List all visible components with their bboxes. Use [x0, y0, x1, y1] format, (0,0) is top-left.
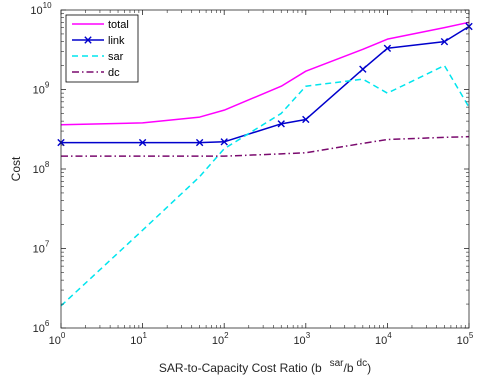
legend-box — [65, 14, 139, 83]
series-line-link — [61, 25, 470, 144]
marker-link-1 — [138, 138, 147, 147]
marker-link-5 — [302, 115, 310, 124]
y-tick-label-1: 107 — [33, 240, 50, 256]
marker-link-2 — [195, 138, 204, 147]
x-axis-label-sup1: sar — [330, 358, 345, 369]
x-tick-label-4: 104 — [375, 331, 392, 347]
legend-label-sar: sar — [108, 51, 124, 63]
legend-label-total: total — [108, 19, 129, 31]
legend-label-dc: dc — [108, 67, 120, 79]
x-tick-label-0: 100 — [49, 331, 66, 347]
y-tick-label-3: 109 — [33, 81, 50, 97]
series-line-total — [60, 21, 470, 126]
marker-link-7 — [383, 44, 392, 52]
legend-items: total link sar dc — [72, 19, 129, 79]
marker-link-8 — [440, 37, 449, 46]
x-tick-label-3: 103 — [293, 331, 310, 347]
x-axis-label-sup2: dc — [357, 358, 368, 369]
ticks-layer: 100 101 102 103 104 105 106 107 108 109 1010 — [30, 1, 473, 347]
legend-label-link: link — [108, 35, 125, 47]
legend: total link sar dc — [65, 14, 139, 83]
y-tick-label-2: 108 — [33, 160, 50, 176]
x-axis-label-mid: /b — [344, 361, 354, 375]
series-line-sar — [60, 64, 470, 307]
x-axis-label: SAR-to-Capacity Cost Ratio (b sar/b dc) — [159, 358, 371, 375]
series-layer — [57, 21, 473, 307]
x-axis-label-main: SAR-to-Capacity Cost Ratio (b — [159, 361, 322, 375]
x-tick-label-5: 105 — [457, 331, 474, 347]
x-tick-label-2: 102 — [212, 331, 229, 347]
legend-marker-link — [84, 36, 92, 44]
y-tick-label-0: 106 — [33, 319, 50, 335]
marker-link-6 — [359, 65, 367, 73]
y-tick-label-4: 1010 — [30, 1, 52, 17]
x-axis-label-end: ) — [367, 361, 371, 375]
x-tick-label-1: 101 — [130, 331, 147, 347]
series-line-dc — [61, 135, 470, 157]
marker-link-4 — [277, 120, 285, 128]
y-axis-label: Cost — [9, 156, 23, 181]
marker-link-3 — [220, 138, 228, 146]
